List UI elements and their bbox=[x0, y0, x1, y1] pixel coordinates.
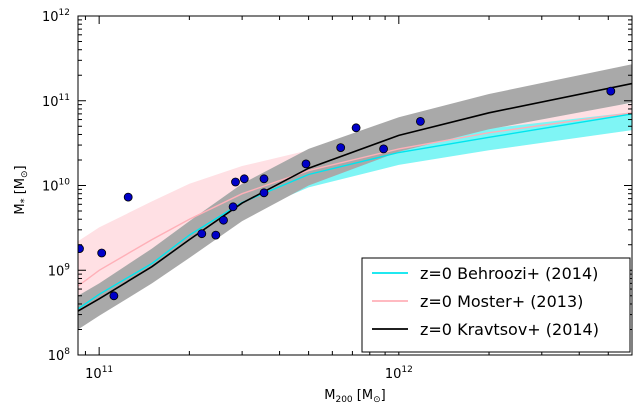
legend-label-kravtsov: z=0 Kravtsov+ (2014) bbox=[420, 320, 599, 339]
data-point bbox=[78, 244, 84, 253]
data-point bbox=[259, 188, 269, 198]
line-moster bbox=[78, 112, 632, 287]
data-point bbox=[197, 229, 207, 239]
data-point bbox=[379, 144, 389, 154]
data-point bbox=[109, 291, 119, 301]
data-point bbox=[97, 248, 107, 258]
data-point bbox=[228, 202, 238, 212]
data-point bbox=[606, 86, 616, 96]
line-kravtsov bbox=[78, 82, 632, 312]
y-tick-label: 1010 bbox=[42, 178, 70, 195]
band-kravtsov bbox=[78, 64, 632, 330]
y-axis-label: M* [M⊙] bbox=[13, 165, 30, 214]
data-point bbox=[259, 174, 269, 184]
y-tick-label: 108 bbox=[48, 347, 71, 364]
uncertainty-bands bbox=[78, 64, 632, 330]
y-tick-label: 1012 bbox=[42, 8, 70, 25]
data-point bbox=[239, 174, 249, 184]
x-axis-label: M200 [M⊙] bbox=[324, 388, 385, 405]
legend-label-behroozi: z=0 Behroozi+ (2014) bbox=[420, 264, 598, 283]
relation-lines bbox=[78, 82, 632, 312]
data-point bbox=[336, 143, 346, 153]
y-tick-label: 1011 bbox=[42, 93, 70, 110]
data-point bbox=[415, 117, 425, 126]
data-points bbox=[78, 86, 616, 301]
data-point bbox=[231, 177, 240, 187]
legend: z=0 Behroozi+ (2014) z=0 Moster+ (2013) … bbox=[361, 257, 631, 353]
data-point bbox=[301, 159, 311, 169]
data-point bbox=[219, 215, 228, 225]
axis-tick-labels: 1011 1012 108 109 1010 1011 1012 bbox=[42, 8, 413, 382]
y-tick-label: 109 bbox=[48, 262, 71, 279]
x-tick-label: 1011 bbox=[85, 365, 113, 382]
data-point bbox=[211, 230, 221, 240]
data-point bbox=[123, 192, 133, 202]
band-behroozi bbox=[78, 112, 632, 319]
data-point bbox=[351, 123, 361, 133]
x-tick-label: 1012 bbox=[385, 365, 413, 382]
legend-label-moster: z=0 Moster+ (2013) bbox=[420, 292, 583, 311]
